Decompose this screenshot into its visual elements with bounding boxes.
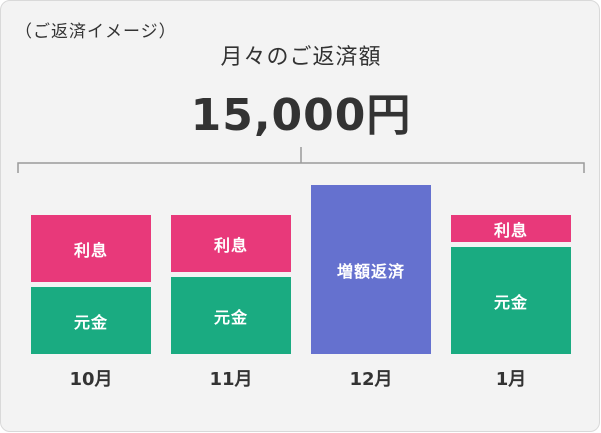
jan-principal-block: 元金 bbox=[451, 247, 571, 354]
month-label-nov: 11月 bbox=[209, 369, 253, 390]
month-label-oct: 10月 bbox=[69, 369, 113, 390]
nov-principal-block: 元金 bbox=[171, 277, 291, 354]
bracket-line bbox=[17, 147, 585, 173]
nov-interest-block: 利息 bbox=[171, 215, 291, 272]
month-label-jan: 1月 bbox=[495, 369, 527, 390]
oct-principal-block: 元金 bbox=[31, 287, 151, 354]
monthly-payment-amount: 15,000円 bbox=[190, 90, 412, 141]
month-label-dec: 12月 bbox=[349, 369, 393, 390]
image-note: （ご返済イメージ） bbox=[15, 22, 177, 42]
dec-extra-repayment-block: 増額返済 bbox=[311, 185, 431, 354]
jan-interest-block: 利息 bbox=[451, 215, 571, 242]
monthly-payment-label: 月々のご返済額 bbox=[220, 45, 382, 70]
oct-interest-block: 利息 bbox=[31, 215, 151, 282]
